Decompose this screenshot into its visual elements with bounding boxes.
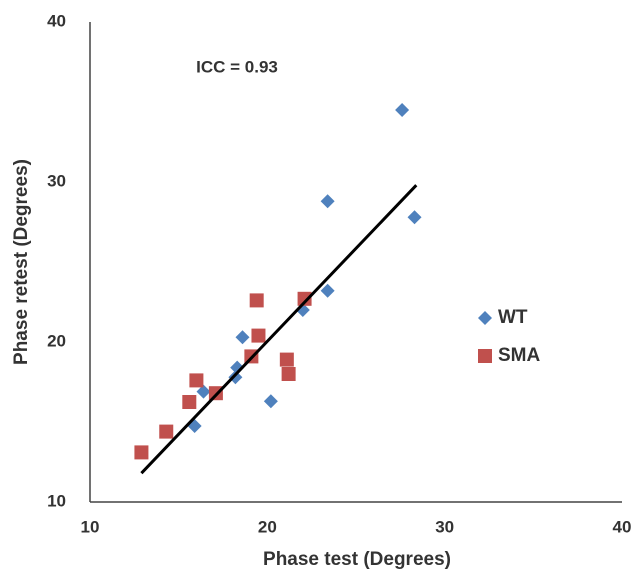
point xyxy=(134,445,149,460)
point xyxy=(182,395,197,409)
annotation: ICC = 0.93 xyxy=(196,57,278,76)
y-tick-label: 30 xyxy=(47,171,66,190)
legend-label: SMA xyxy=(498,345,541,366)
y-tick-label: 10 xyxy=(47,491,66,510)
point xyxy=(320,194,335,209)
point xyxy=(263,394,278,409)
point xyxy=(281,367,296,381)
point xyxy=(228,370,243,385)
point xyxy=(279,352,294,367)
point xyxy=(159,424,174,439)
legend-marker xyxy=(478,311,492,325)
x-axis-title: Phase test (Degrees) xyxy=(263,549,451,570)
y-tick-label: 20 xyxy=(47,331,66,350)
trendline xyxy=(140,184,418,475)
y-tick-label: 40 xyxy=(47,11,66,30)
point xyxy=(297,291,312,306)
point xyxy=(249,293,264,308)
point xyxy=(196,384,211,399)
x-tick-label: 40 xyxy=(613,517,632,536)
legend-label: WT xyxy=(498,307,528,328)
point xyxy=(407,210,422,225)
point xyxy=(395,103,410,117)
x-tick-label: 20 xyxy=(258,517,277,536)
legend-marker xyxy=(478,349,492,363)
x-tick-label: 30 xyxy=(435,517,454,536)
point xyxy=(320,283,335,298)
y-axis-title: Phase retest (Degrees) xyxy=(11,159,32,365)
point xyxy=(235,330,250,345)
point xyxy=(189,373,204,388)
point xyxy=(251,328,266,343)
x-tick-label: 10 xyxy=(81,517,100,536)
